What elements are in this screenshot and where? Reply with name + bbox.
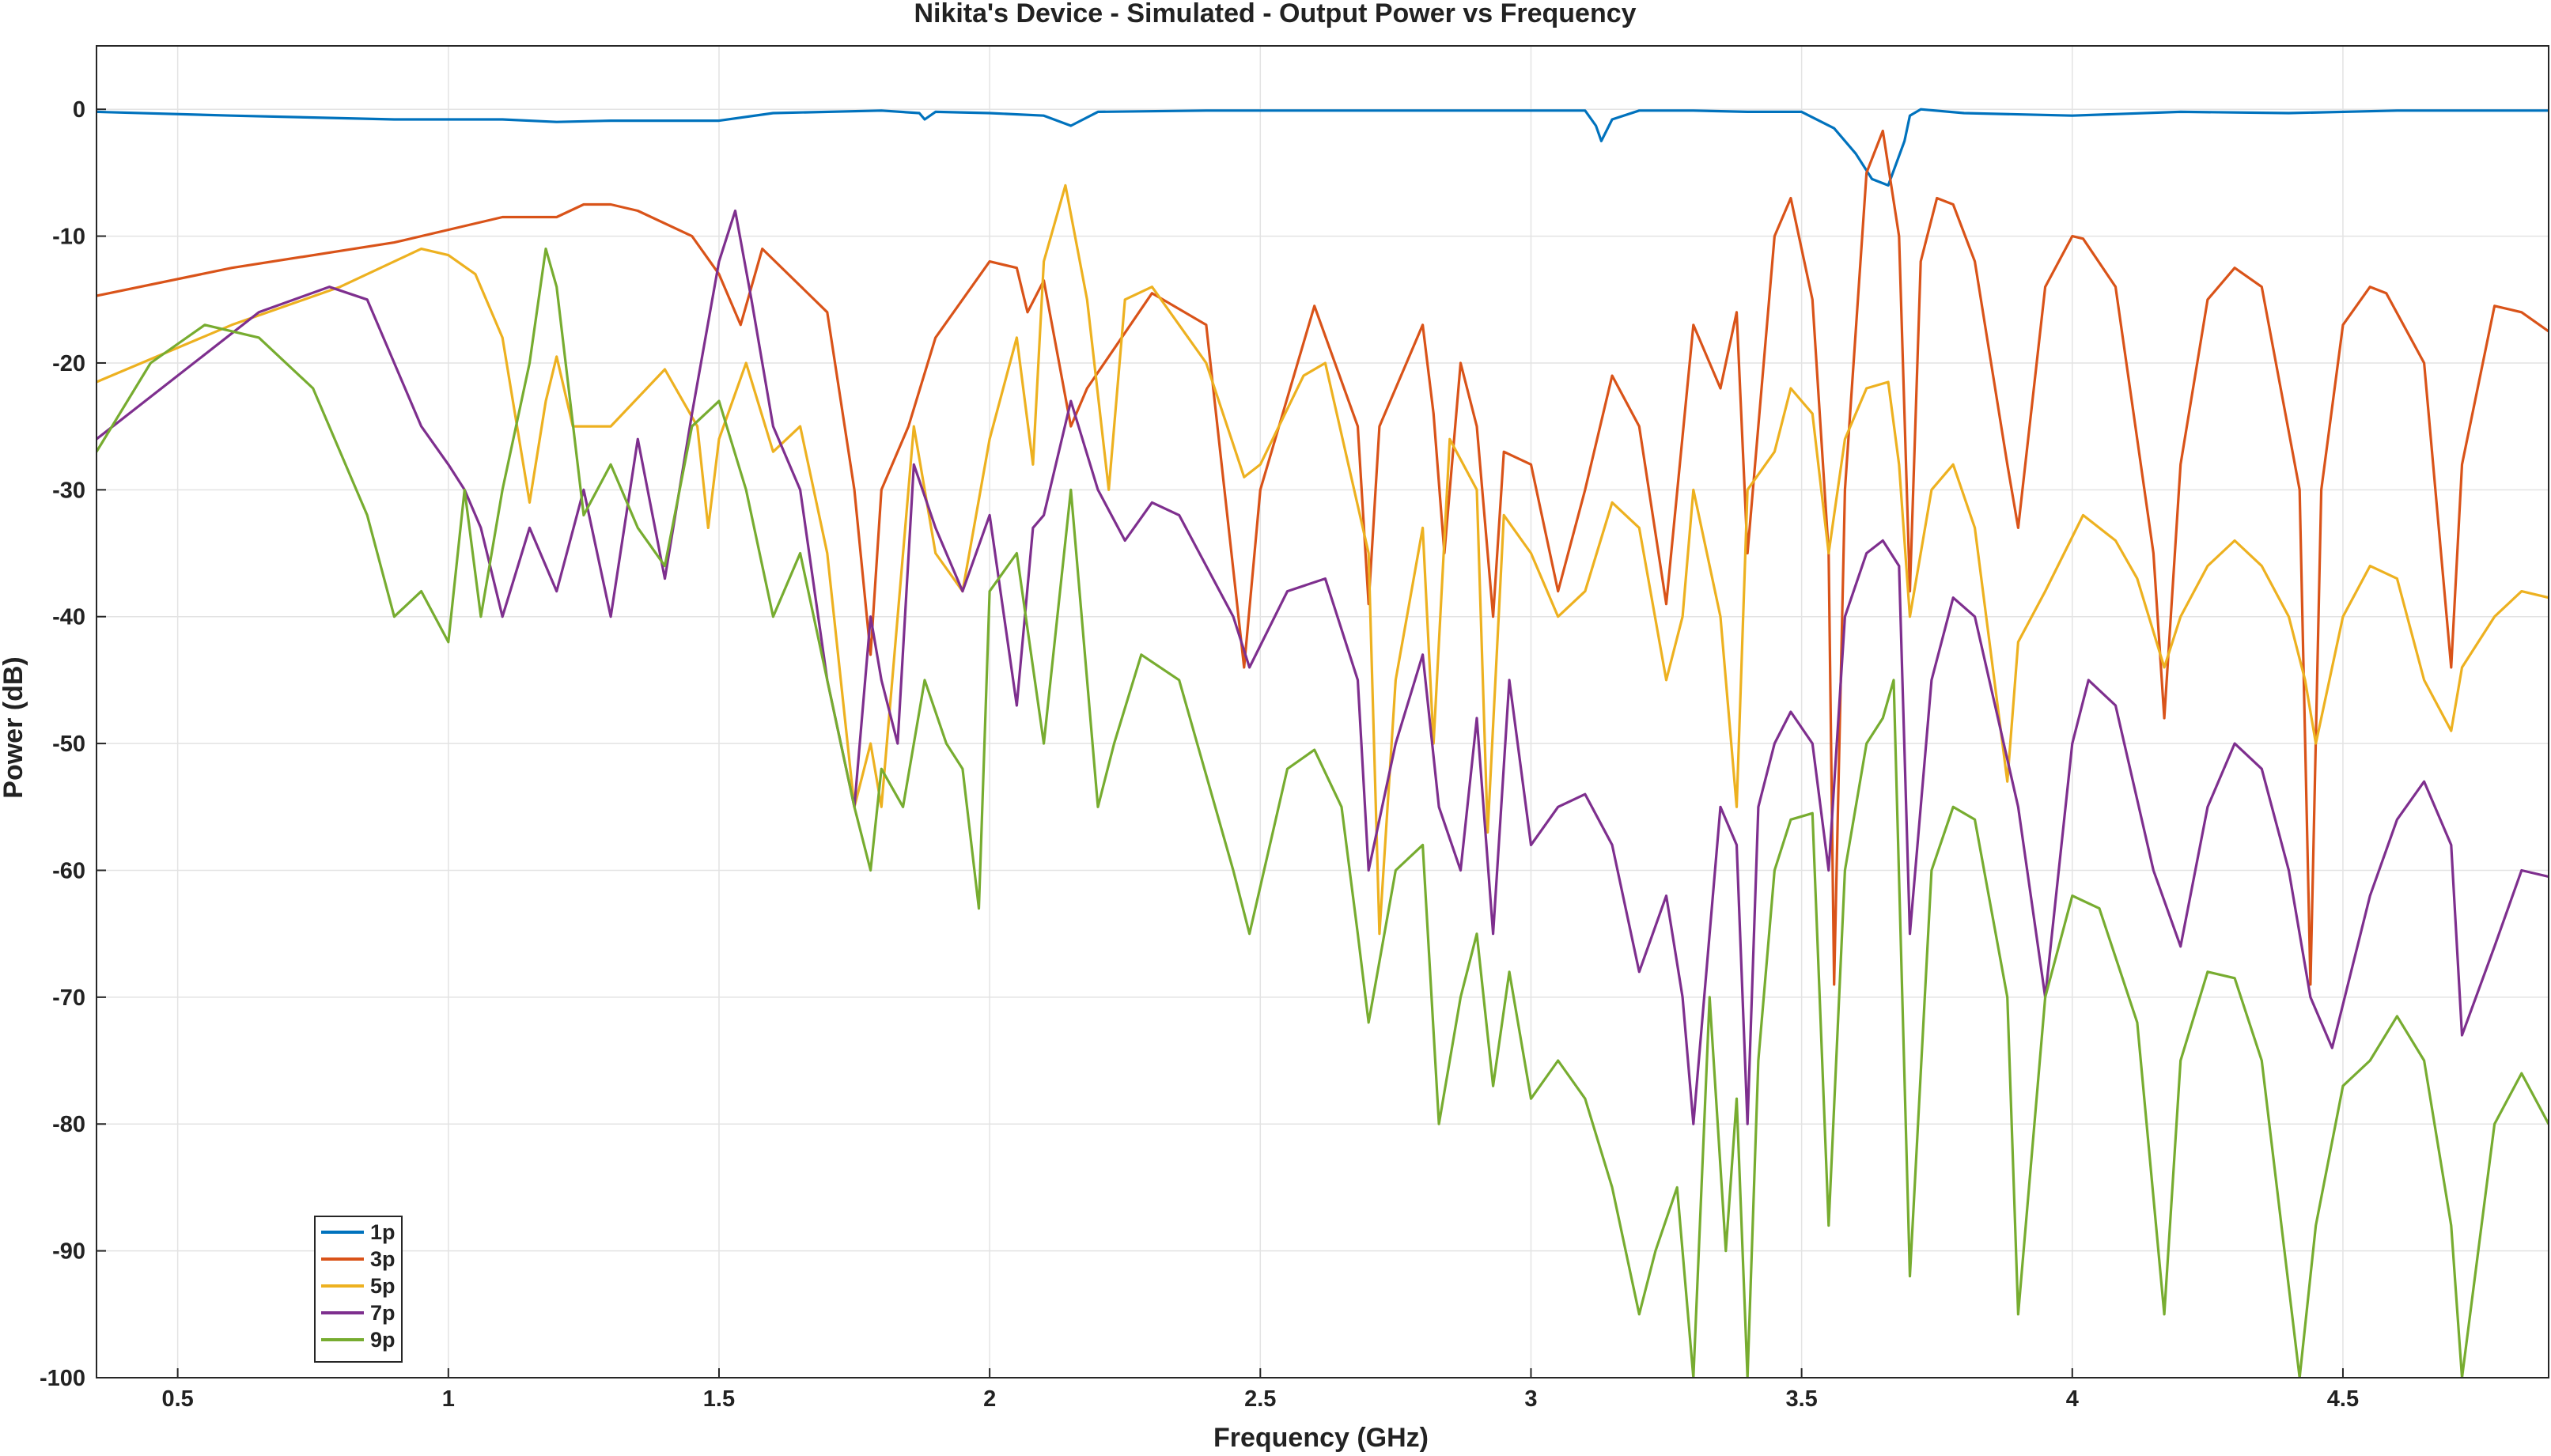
y-tick-label: -60 [52,858,85,883]
x-tick-label: 3.5 [1785,1386,1817,1412]
y-axis-label: Power (dB) [0,656,28,798]
x-tick-label: 1 [442,1386,455,1412]
series-line-9p [97,248,2549,1378]
legend-label-9p: 9p [370,1328,396,1352]
y-tick-label: -30 [52,478,85,503]
x-tick-label: 4 [2066,1386,2079,1412]
y-axis: 0 -10 -20 -30 -40 -50 -60 -70 -80 -90 -100 [40,97,106,1391]
series-layer [97,108,2549,1378]
series-line-7p [97,209,2549,1125]
y-tick-label: -20 [52,351,85,376]
legend-label-3p: 3p [370,1247,396,1271]
series-line-3p [97,129,2549,986]
plot-frame [96,45,2549,1378]
y-tick-label: -10 [52,225,85,250]
chart-title: Nikita's Device - Simulated - Output Pow… [914,0,1636,28]
y-tick-label: -40 [52,605,85,630]
x-tick-label: 4.5 [2327,1386,2359,1412]
legend-box [314,1216,403,1363]
x-tick-label: 1.5 [703,1386,735,1412]
legend: 1p 3p 5p 7p 9p [314,1216,403,1363]
y-tick-label: -100 [40,1366,85,1391]
x-axis: 0.5 1 1.5 2 2.5 3 3.5 4 4.5 [161,1368,2359,1412]
legend-label-7p: 7p [370,1301,396,1325]
legend-label-1p: 1p [370,1220,396,1244]
x-tick-label: 2.5 [1244,1386,1276,1412]
y-tick-label: 0 [73,97,85,123]
y-tick-label: -80 [52,1112,85,1137]
x-tick-label: 0.5 [161,1386,193,1412]
x-tick-label: 3 [1524,1386,1537,1412]
legend-label-5p: 5p [370,1274,396,1298]
y-tick-label: -90 [52,1239,85,1265]
y-tick-label: -70 [52,985,85,1011]
x-axis-label: Frequency (GHz) [1213,1423,1429,1453]
x-tick-label: 2 [983,1386,996,1412]
series-line-5p [97,183,2549,936]
y-tick-label: -50 [52,732,85,757]
series-line-1p [97,108,2549,187]
